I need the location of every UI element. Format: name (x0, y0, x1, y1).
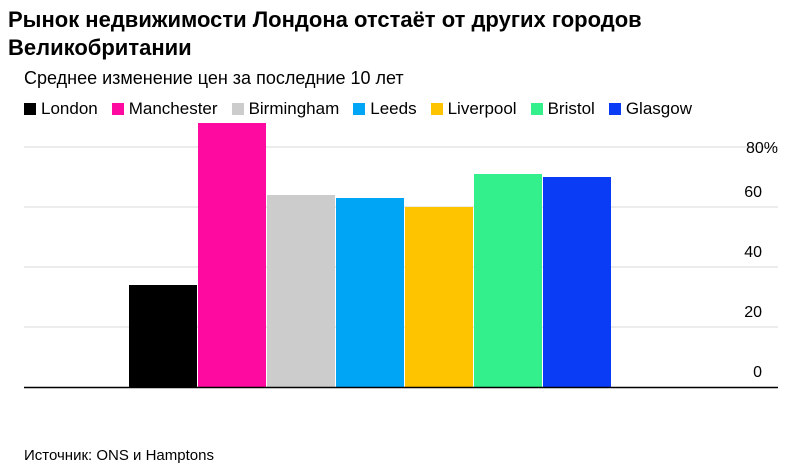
bar-leeds (336, 198, 404, 387)
y-tick-label: 20 (744, 304, 762, 321)
legend-item: Liverpool (430, 98, 517, 120)
legend-label: Manchester (128, 99, 218, 118)
chart-title: Рынок недвижимости Лондона отстаёт от др… (8, 7, 642, 60)
bar-manchester (198, 123, 266, 387)
legend-item: Bristol (530, 98, 595, 120)
legend-swatch (430, 103, 443, 115)
legend-item: Manchester (111, 98, 218, 120)
bar-london (129, 285, 197, 387)
y-tick-label: 40 (744, 244, 762, 261)
legend-swatch (111, 103, 124, 115)
legend-label: Leeds (370, 99, 417, 118)
legend-label: London (41, 99, 98, 118)
bar-glasgow (543, 177, 611, 387)
chart-subtitle: Среднее изменение цен за последние 10 ле… (24, 68, 404, 88)
legend-swatch (353, 103, 366, 115)
legend-item: London (24, 98, 98, 120)
legend-swatch (231, 103, 244, 115)
legend-item: Glasgow (608, 98, 692, 120)
legend-item: Birmingham (231, 98, 340, 120)
source-note: Источник: ONS и Hamptons (24, 447, 214, 464)
bar-liverpool (405, 207, 473, 387)
legend: London Manchester Birmingham Leeds Liverpool… (24, 98, 706, 120)
legend-swatch (530, 103, 543, 115)
legend-label: Liverpool (447, 99, 517, 118)
y-tick-label: 0 (753, 364, 762, 381)
legend-swatch (24, 103, 36, 115)
y-tick-label: 60 (744, 184, 762, 201)
bar-bristol (474, 174, 542, 387)
legend-item: Leeds (353, 98, 417, 120)
legend-swatch (608, 103, 621, 115)
legend-label: Birmingham (248, 99, 340, 118)
y-tick-label: 80% (746, 140, 778, 157)
bar-birmingham (267, 195, 335, 387)
legend-label: Glasgow (625, 99, 692, 118)
legend-label: Bristol (547, 99, 595, 118)
